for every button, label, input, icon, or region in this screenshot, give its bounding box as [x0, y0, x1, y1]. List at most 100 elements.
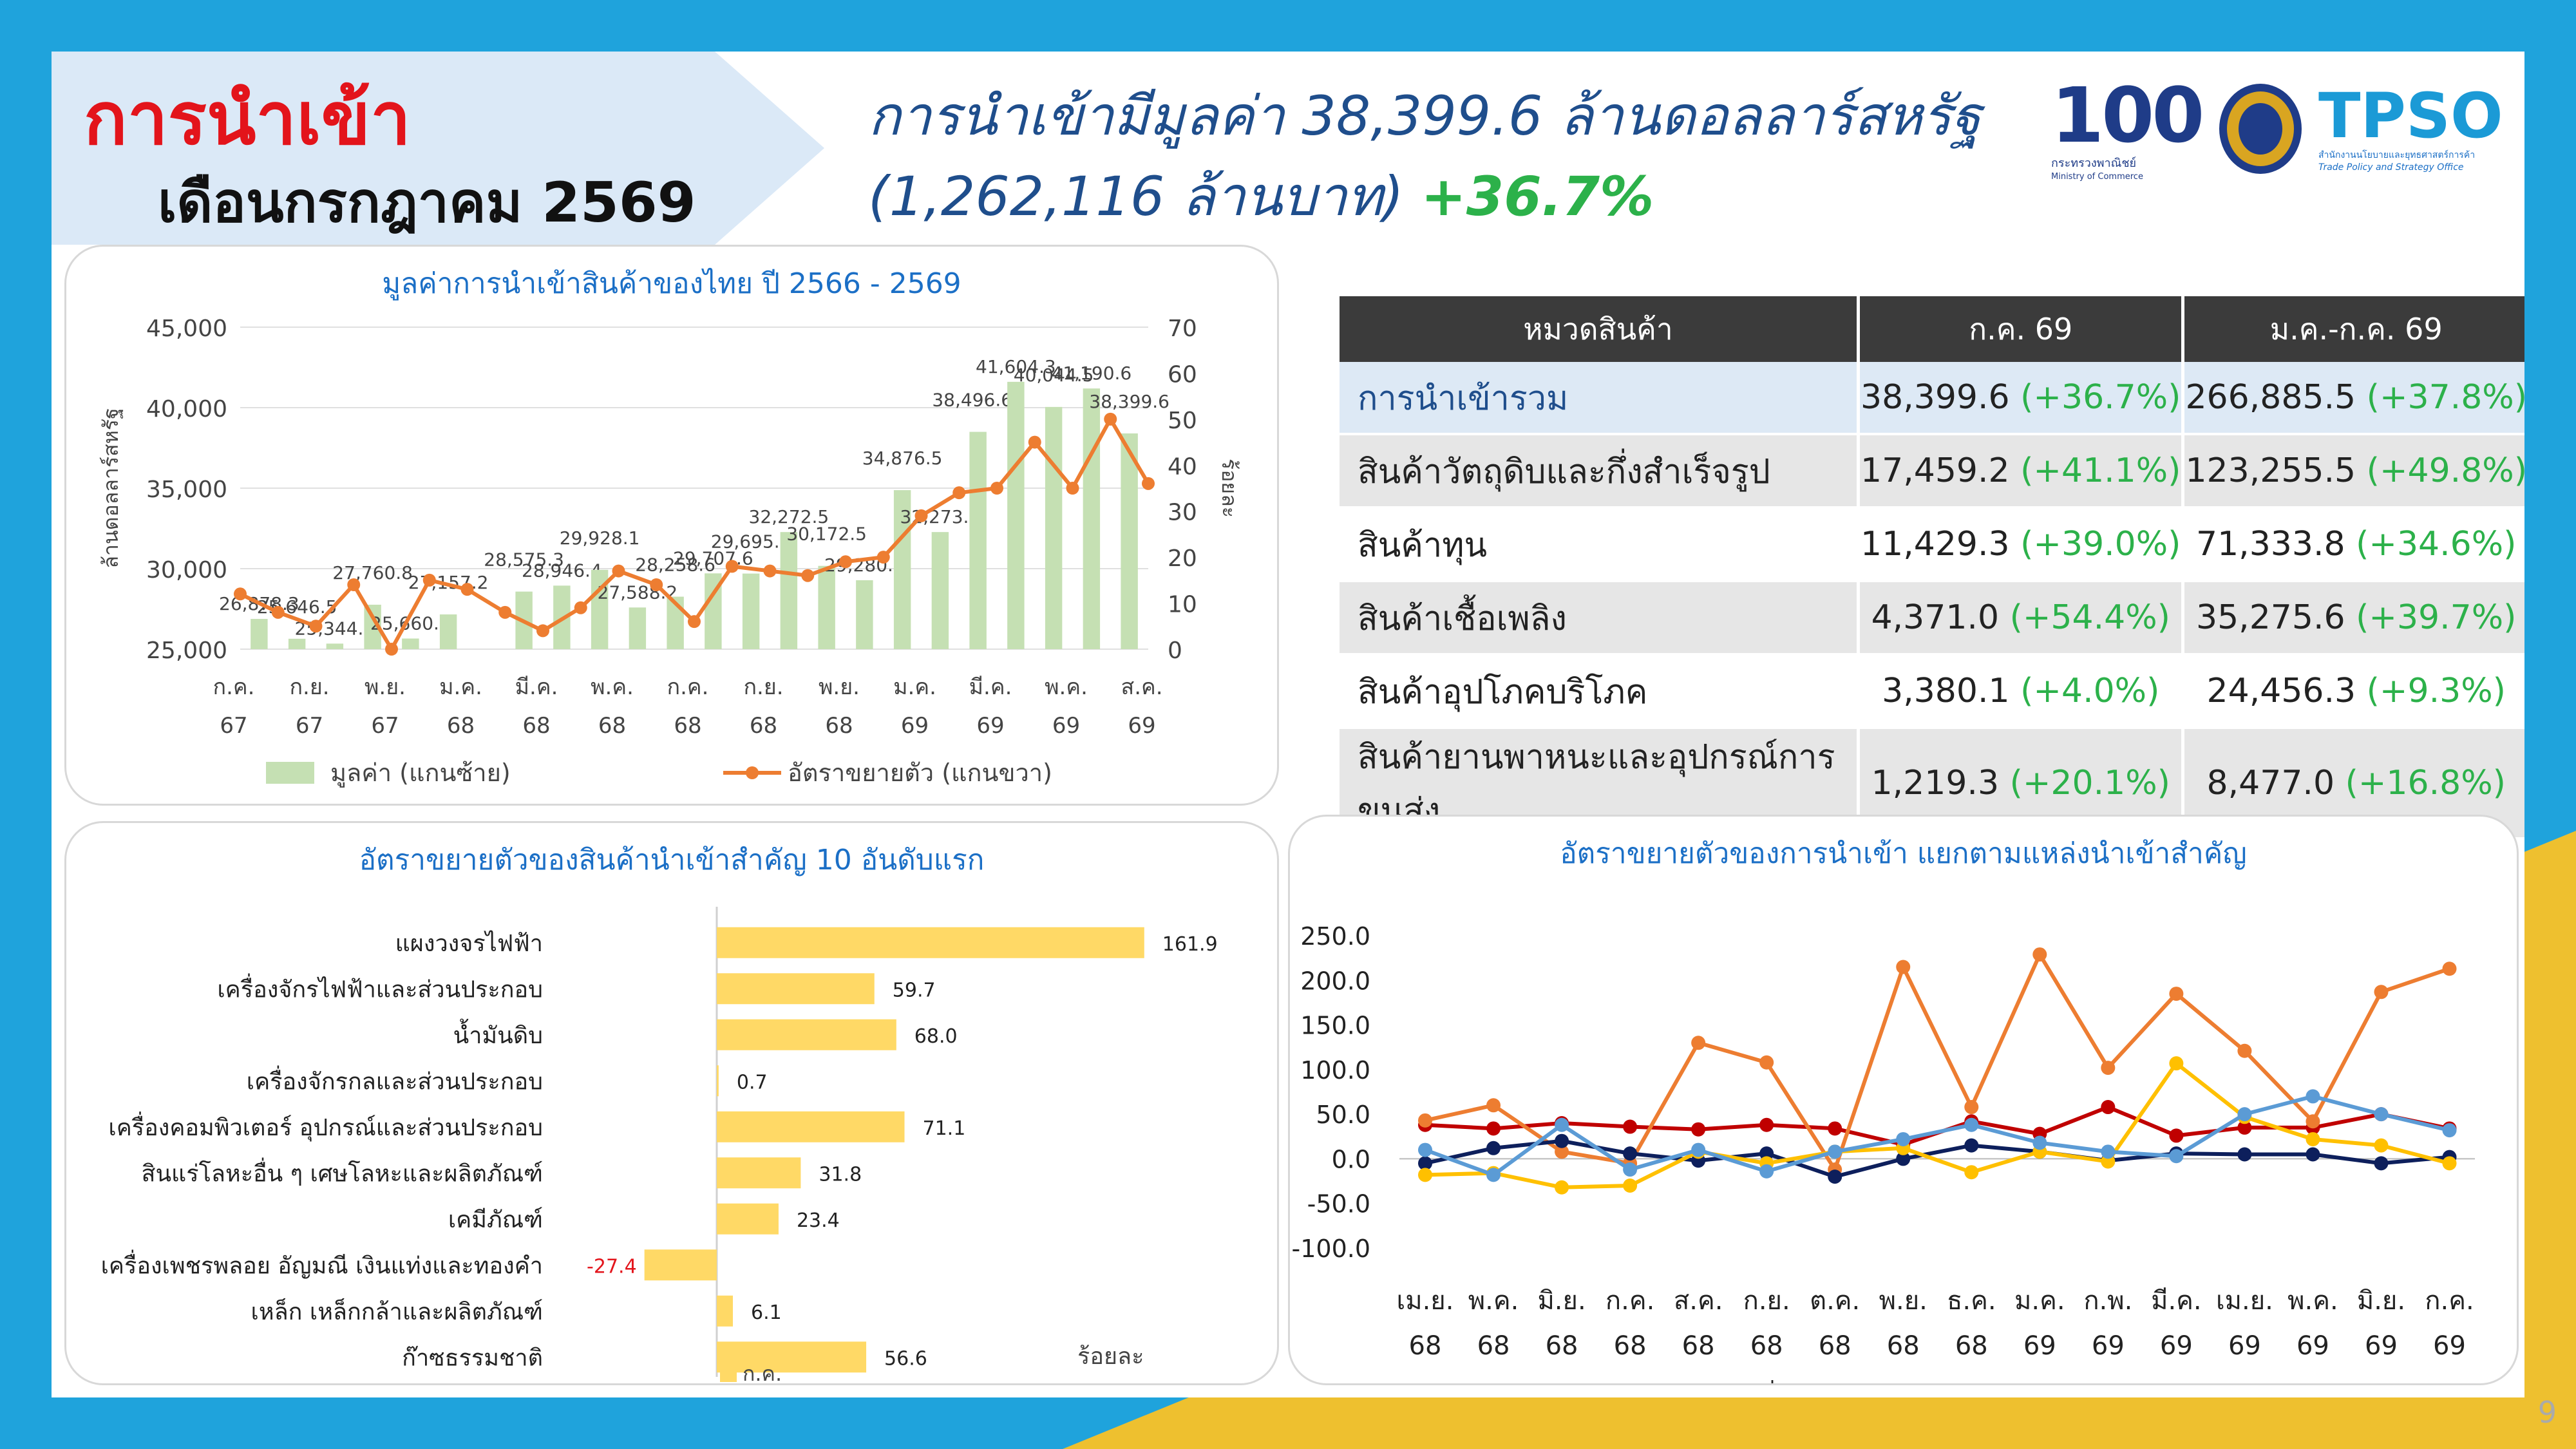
headline: การนำเข้ามีมูลค่า 38,399.6 ล้านดอลลาร์สห…: [868, 76, 1981, 237]
x-tick-label: 69: [2297, 1331, 2329, 1361]
bar: [893, 490, 911, 649]
y-tick-label: 0.0: [1332, 1145, 1370, 1173]
category-label: เครื่องคอมพิวเตอร์ อุปกรณ์และส่วนประกอบ: [108, 1112, 543, 1142]
growth: (+54.4%): [2009, 598, 2170, 637]
value: 123,255.5: [2185, 451, 2367, 490]
category-label: เคมีภัณฑ์: [448, 1207, 543, 1233]
x-tick-label: 68: [1887, 1331, 1920, 1361]
value: 71,333.8: [2196, 525, 2356, 564]
series-point: [1418, 1156, 1432, 1171]
bar-value-label: 161.9: [1162, 933, 1218, 956]
panel-growth-by-source: อัตราขยายตัวของการนำเข้า แยกตามแหล่งนำเข…: [1288, 815, 2519, 1385]
legend-swatch-point: [746, 766, 759, 779]
bar-value-label: 71.1: [923, 1117, 966, 1140]
series-point: [2374, 1107, 2389, 1122]
series-point: [2101, 1100, 2116, 1115]
growth-point: [612, 564, 625, 578]
category-name: สินค้าวัตถุดิบและกึ่งสำเร็จรูป: [1340, 434, 1861, 509]
series-point: [1486, 1121, 1501, 1136]
growth: (+16.8%): [2345, 764, 2506, 802]
series-point: [1759, 1055, 1774, 1070]
legend-label: อัตราขยายตัว (แกนขวา): [788, 759, 1052, 787]
x-tick-label: 69: [2160, 1331, 2193, 1361]
growth-point: [688, 615, 701, 629]
bar: [251, 619, 268, 649]
y-tick-label: 100.0: [1300, 1056, 1370, 1084]
x-tick-label: ก.ย.: [289, 674, 329, 700]
bar: [717, 1295, 734, 1327]
category-name: สินค้าทุน: [1340, 507, 1861, 582]
table-row: การนำเข้ารวม 38,399.6 (+36.7%) 266,885.5 (…: [1340, 362, 2524, 435]
x-tick-label: 68: [1409, 1331, 1442, 1361]
bar-data-label: 29,928.1: [560, 527, 640, 549]
x-tick-label: 69: [976, 713, 1004, 739]
series-point: [1555, 1180, 1569, 1195]
series-point: [1759, 1146, 1774, 1161]
x-tick-label: 68: [750, 713, 777, 739]
series-point: [2237, 1120, 2252, 1135]
growth-point: [650, 578, 663, 591]
bar: [1083, 388, 1101, 649]
series-point: [2306, 1089, 2320, 1104]
series-point: [1623, 1179, 1638, 1193]
chart3-title: อัตราขยายตัวของการนำเข้า แยกตามแหล่งนำเข…: [1560, 837, 2247, 870]
series-point: [1418, 1142, 1432, 1157]
series-point: [2032, 947, 2047, 962]
x-tick-label: 67: [371, 713, 399, 739]
y2-tick-label: 10: [1168, 592, 1197, 618]
series-point: [2374, 985, 2389, 999]
series-point: [1759, 1117, 1774, 1132]
value: 11,429.3: [1861, 525, 2021, 564]
series-point: [1623, 1146, 1638, 1161]
x-tick-label: 68: [1955, 1331, 1988, 1361]
category-name: สินค้าอุปโภคบริโภค: [1340, 654, 1861, 729]
y2-tick-label: 20: [1168, 545, 1197, 572]
x-tick-label: พ.ย.: [365, 674, 406, 700]
x-tick-label: มี.ค.: [969, 674, 1012, 700]
bar-value-label: 31.8: [819, 1163, 862, 1186]
series-point: [2169, 1056, 2184, 1071]
x-tick-label: พ.ค.: [1468, 1286, 1519, 1316]
growth-point: [725, 560, 739, 573]
series-point: [2237, 1107, 2252, 1122]
x-tick-label: 69: [2228, 1331, 2261, 1361]
growth-point: [536, 624, 549, 638]
panel-import-value: มูลค่าการนำเข้าสินค้าของไทย ปี 2566 - 25…: [64, 245, 1279, 806]
growth: (+37.8%): [2366, 378, 2524, 417]
bar-data-label: 41,604.3: [976, 356, 1056, 377]
x-tick-label: ม.ค.: [439, 674, 482, 700]
x-tick-label: ส.ค.: [1121, 674, 1162, 700]
moc-logo-th: กระทรวงพาณิชย์: [2051, 156, 2137, 170]
bar: [717, 1065, 719, 1097]
category-name: การนำเข้ารวม: [1340, 362, 1861, 435]
bar: [717, 927, 1144, 958]
growth-point: [498, 605, 512, 619]
y-tick-label: 25,000: [146, 638, 227, 664]
series-point: [1555, 1144, 1569, 1159]
x-tick-label: มี.ค.: [515, 674, 558, 700]
category-label: สินแร่โลหะอื่น ๆ เศษโลหะและผลิตภัณฑ์: [141, 1157, 543, 1187]
series-line: [1425, 950, 2450, 1174]
x-tick-label: ก.ค.: [213, 674, 255, 700]
bar: [780, 532, 798, 649]
bar-value-label: 6.1: [751, 1302, 782, 1324]
moc-logo-en: Ministry of Commerce: [2051, 172, 2143, 182]
bar: [717, 1157, 801, 1189]
ytd-value-cell: 71,333.8 (+34.6%): [2183, 507, 2524, 582]
x-tick-label: 68: [522, 713, 550, 739]
bar: [717, 1111, 905, 1142]
series-point: [1486, 1098, 1501, 1113]
bar: [1121, 433, 1138, 649]
x-tick-label: 68: [674, 713, 701, 739]
bar: [717, 1019, 896, 1050]
series-point: [2101, 1061, 2116, 1075]
x-tick-label: 68: [1750, 1331, 1783, 1361]
series-line: [1425, 1060, 2450, 1189]
series-point: [1691, 1036, 1706, 1050]
bar-data-label: 29,695.5: [711, 531, 791, 553]
growth: (+34.6%): [2356, 525, 2517, 564]
growth: (+9.3%): [2366, 672, 2506, 710]
series-point: [1828, 1170, 1842, 1184]
y-tick-label: 45,000: [146, 316, 227, 342]
x-tick-label: 67: [296, 713, 323, 739]
